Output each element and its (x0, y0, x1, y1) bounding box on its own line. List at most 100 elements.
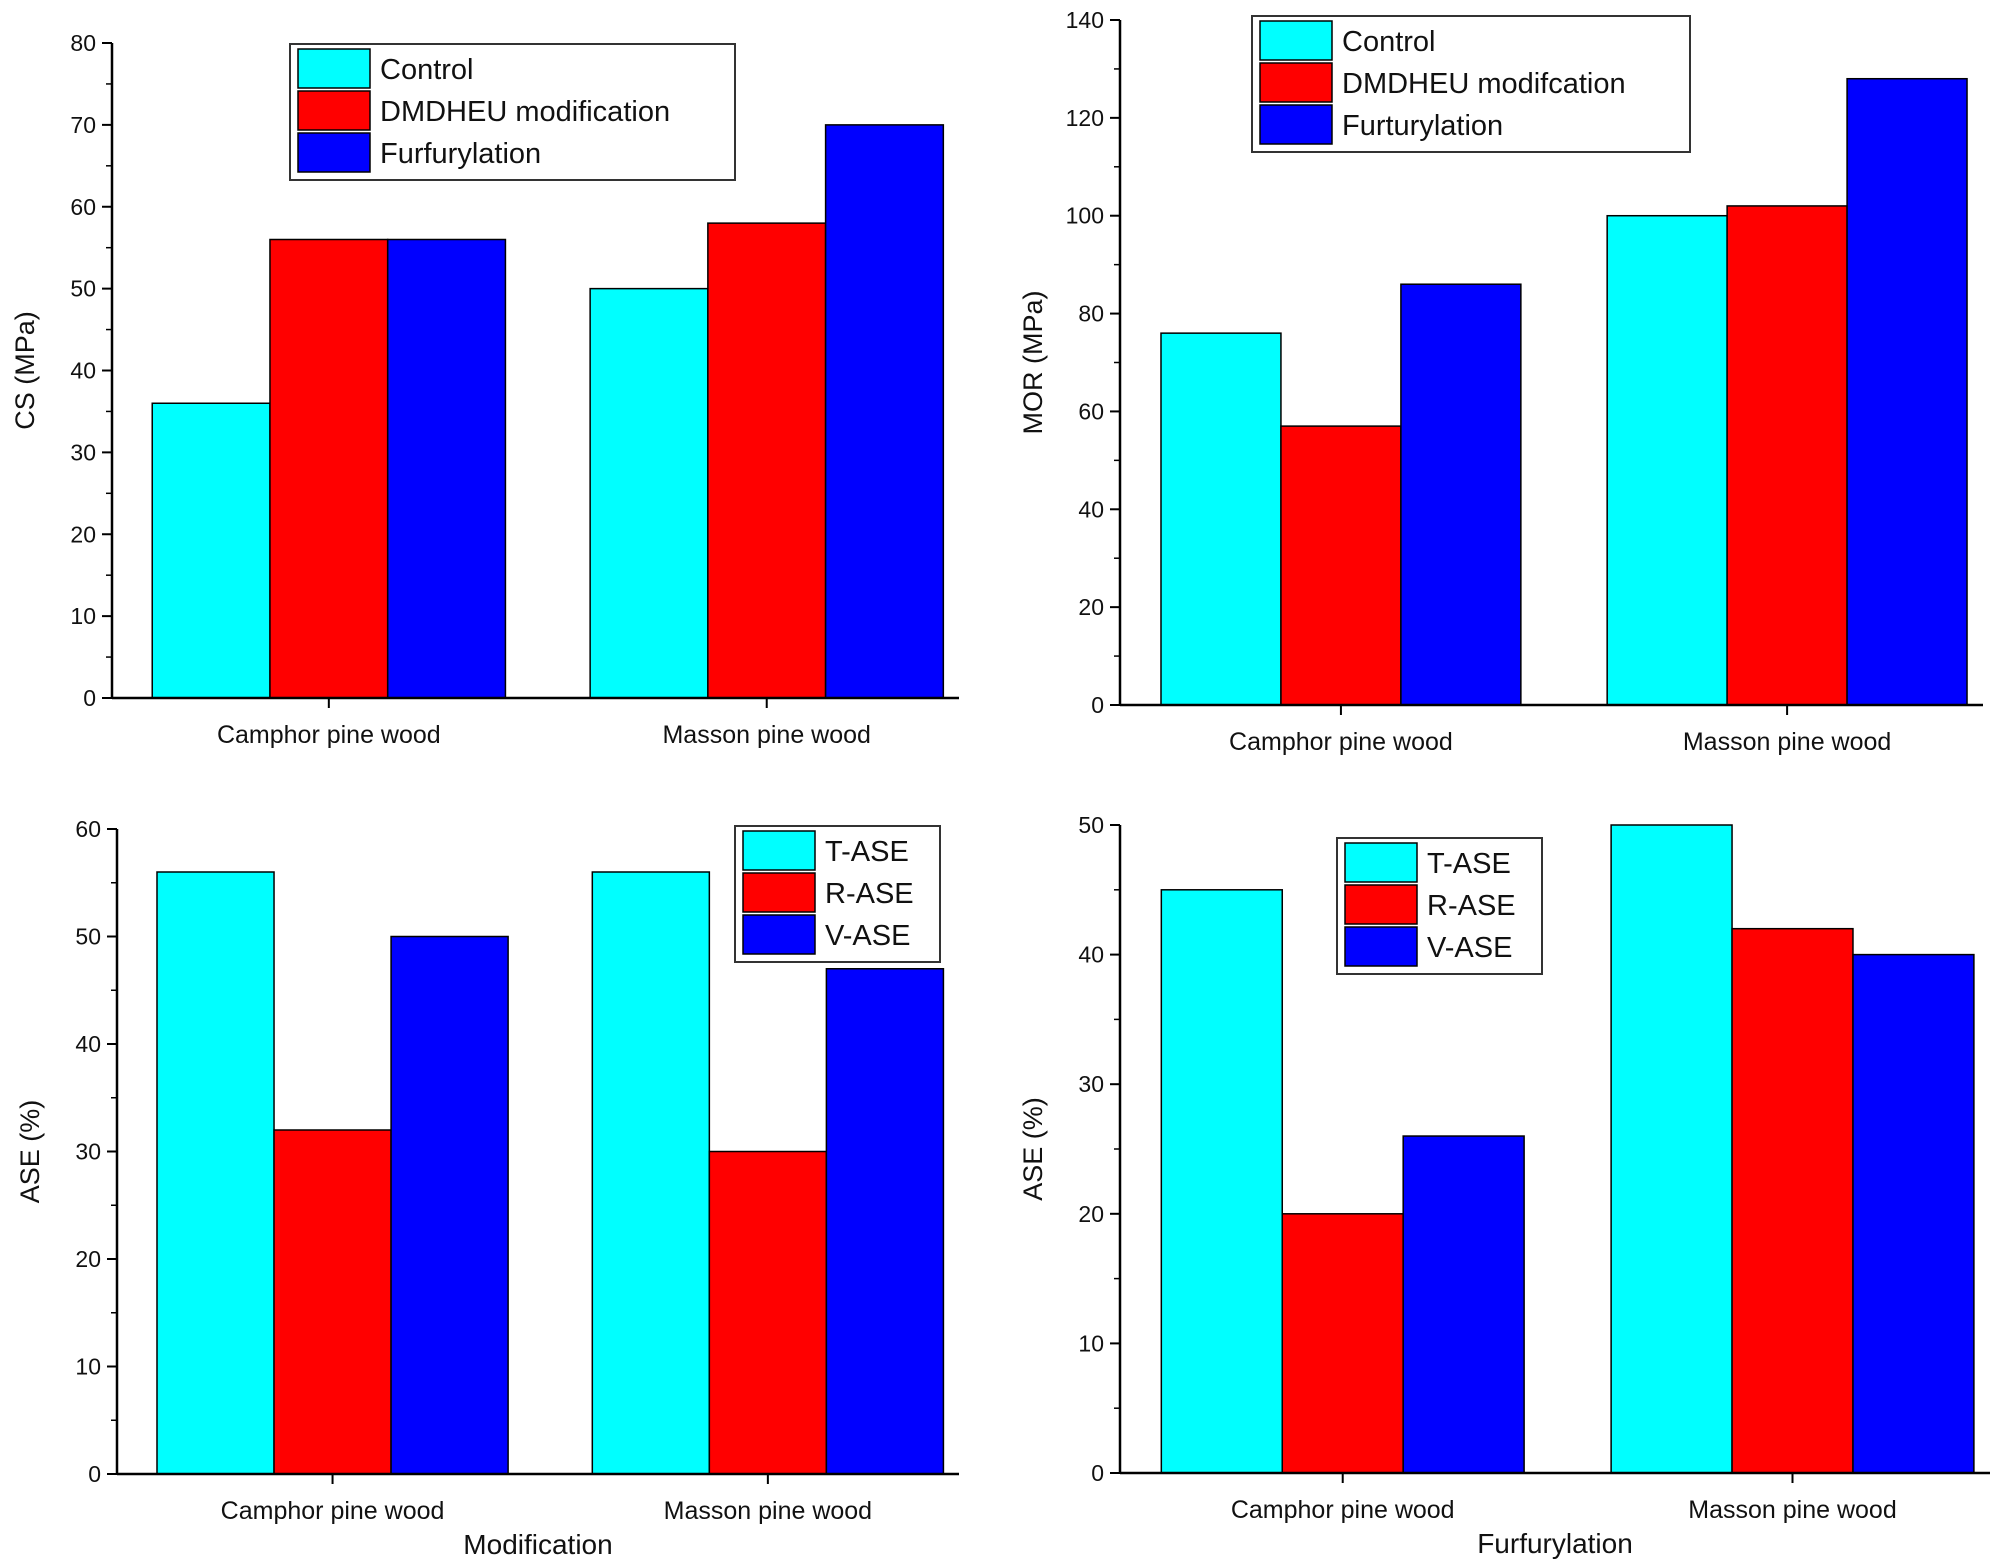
y-tick-label: 20 (70, 521, 96, 547)
x-tick-label: Masson pine wood (662, 721, 870, 749)
legend-label: Furturylation (1342, 110, 1503, 142)
bar-t-ase (156, 871, 275, 1475)
legend-label: R-ASE (825, 878, 914, 910)
legend-swatch (1344, 884, 1418, 925)
y-tick-label: 60 (75, 816, 101, 842)
legend-label: R-ASE (1427, 890, 1516, 922)
legend-swatch (1259, 62, 1333, 103)
y-tick-label: 70 (70, 112, 96, 138)
legend-label: DMDHEU modification (380, 96, 670, 128)
chart-1: Camphor pine wood Masson pine wood 0 10 20 30… (10, 30, 959, 749)
y-tick-label: 10 (75, 1354, 101, 1380)
bar-dmdheu-modifcation (1726, 205, 1848, 706)
y-tick-label: 30 (1078, 1071, 1104, 1097)
y-tick-label: 80 (1078, 301, 1104, 327)
bar-furfurylation (386, 238, 507, 699)
legend-swatch (1259, 20, 1333, 61)
y-tick-label: 30 (70, 439, 96, 465)
legend-swatch (1259, 104, 1333, 145)
y-tick-label: 60 (1078, 398, 1104, 424)
legend-label: T-ASE (1427, 848, 1511, 880)
bar-v-ase (1852, 953, 1975, 1474)
legend: T-ASE R-ASE V-ASE (734, 825, 941, 963)
legend-label: T-ASE (825, 836, 909, 868)
y-tick-label: 40 (1078, 942, 1104, 968)
chart-2: Camphor pine wood Masson pine wood 0 20 40 60… (1018, 7, 1983, 756)
legend-swatch (297, 132, 371, 173)
chart-3: Camphor pine wood Masson pine wood 0 10 20 30… (15, 816, 959, 1560)
y-tick-label: 40 (75, 1031, 101, 1057)
bar-dmdheu-modification (269, 238, 389, 699)
x-axis-label: Modification (463, 1529, 612, 1560)
legend-label: V-ASE (825, 920, 910, 952)
x-tick-label: Camphor pine wood (1229, 728, 1453, 756)
y-tick-label: 120 (1066, 105, 1104, 131)
y-tick-label: 60 (70, 194, 96, 220)
x-tick-label: Camphor pine wood (221, 1497, 445, 1525)
y-axis-label: MOR (MPa) (1018, 291, 1048, 435)
y-tick-label: 10 (70, 603, 96, 629)
y-tick-label: 20 (1078, 594, 1104, 620)
bar-v-ase (1402, 1135, 1525, 1474)
x-tick-label: Camphor pine wood (217, 721, 441, 749)
y-tick-label: 80 (70, 30, 96, 56)
bar-furfurylation (824, 124, 945, 699)
legend: Control DMDHEU modification Furfurylation (289, 43, 736, 181)
y-tick-label: 20 (75, 1246, 101, 1272)
y-tick-label: 100 (1066, 203, 1104, 229)
bar-t-ase (1160, 889, 1284, 1474)
y-tick-label: 40 (1078, 496, 1104, 522)
legend-label: Control (380, 54, 474, 86)
legend-swatch (742, 872, 816, 913)
y-tick-label: 40 (70, 358, 96, 384)
legend-swatch (1344, 926, 1418, 967)
x-axis-label: Furfurylation (1477, 1528, 1633, 1559)
chart-4: Camphor pine wood Masson pine wood 0 10 20 30… (1018, 812, 1990, 1559)
bar-control (151, 402, 271, 699)
y-tick-label: 50 (75, 924, 101, 950)
bar-t-ase (591, 871, 711, 1475)
y-tick-label: 20 (1078, 1201, 1104, 1227)
bar-r-ase (1731, 927, 1854, 1474)
x-tick-label: Masson pine wood (664, 1497, 872, 1525)
bar-t-ase (1610, 824, 1733, 1474)
x-tick-label: Masson pine wood (1683, 728, 1891, 756)
legend-label: Furfurylation (380, 138, 541, 170)
legend-swatch (297, 90, 371, 131)
bar-dmdheu-modifcation (1280, 425, 1402, 706)
y-tick-label: 50 (70, 276, 96, 302)
x-tick-label: Masson pine wood (1688, 1496, 1896, 1524)
legend-label: V-ASE (1427, 932, 1512, 964)
y-axis-label: CS (MPa) (10, 311, 40, 430)
legend-label: DMDHEU modifcation (1342, 68, 1626, 100)
legend-label: Control (1342, 26, 1436, 58)
bar-v-ase (825, 968, 945, 1475)
y-axis-label: ASE (%) (1018, 1097, 1048, 1201)
bar-control (589, 287, 709, 699)
y-tick-label: 0 (1091, 692, 1104, 718)
y-tick-label: 50 (1078, 812, 1104, 838)
legend: T-ASE R-ASE V-ASE (1336, 837, 1543, 975)
bar-r-ase (708, 1150, 828, 1475)
y-tick-label: 0 (1091, 1460, 1104, 1486)
y-tick-label: 10 (1078, 1330, 1104, 1356)
y-axis-label: ASE (%) (15, 1100, 45, 1204)
y-tick-label: 30 (75, 1139, 101, 1165)
bar-control (1160, 332, 1282, 706)
legend-swatch (742, 830, 816, 871)
x-tick-label: Camphor pine wood (1231, 1496, 1455, 1524)
bar-r-ase (273, 1129, 392, 1475)
bar-furturylation (1400, 283, 1522, 706)
bar-dmdheu-modification (707, 222, 827, 699)
y-tick-label: 0 (83, 685, 96, 711)
legend-swatch (742, 914, 816, 955)
legend: Control DMDHEU modifcation Furturylation (1251, 15, 1691, 153)
bar-furturylation (1846, 77, 1968, 706)
y-tick-label: 0 (88, 1461, 101, 1487)
y-tick-label: 140 (1066, 7, 1104, 33)
legend-swatch (297, 48, 371, 89)
legend-swatch (1344, 842, 1418, 883)
bar-v-ase (390, 935, 509, 1475)
bar-control (1606, 214, 1728, 706)
